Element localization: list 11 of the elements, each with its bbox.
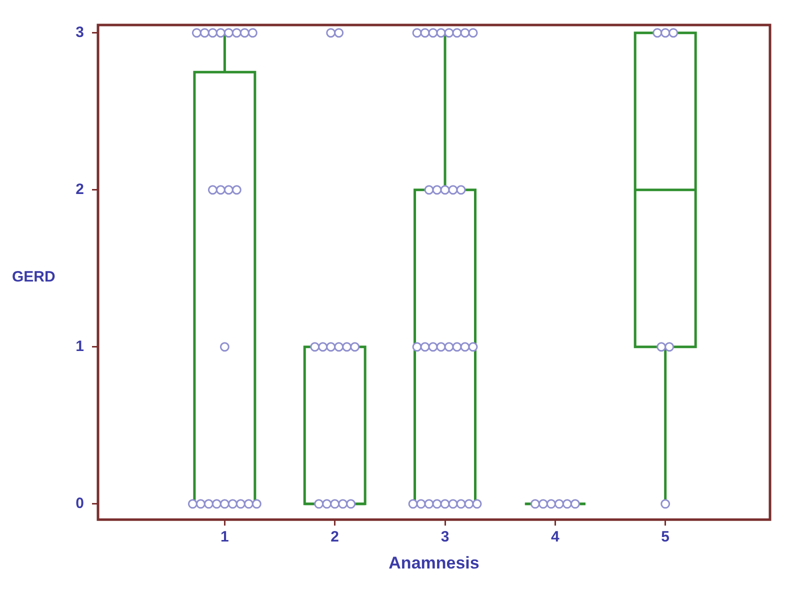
y-tick-label: 3 [76,24,84,41]
y-tick-label: 1 [76,338,84,356]
y-tick-label: 0 [76,495,84,512]
x-axis-title: Anamnesis [388,553,480,572]
y-axis-title: GERD [12,268,56,286]
x-tick-label: 3 [440,528,450,546]
y-tick-label: 2 [76,181,84,198]
x-tick-label: 5 [661,528,670,546]
x-tick-label: 1 [220,528,229,546]
x-tick-label: 4 [551,528,560,546]
x-tick-label: 2 [330,528,340,546]
